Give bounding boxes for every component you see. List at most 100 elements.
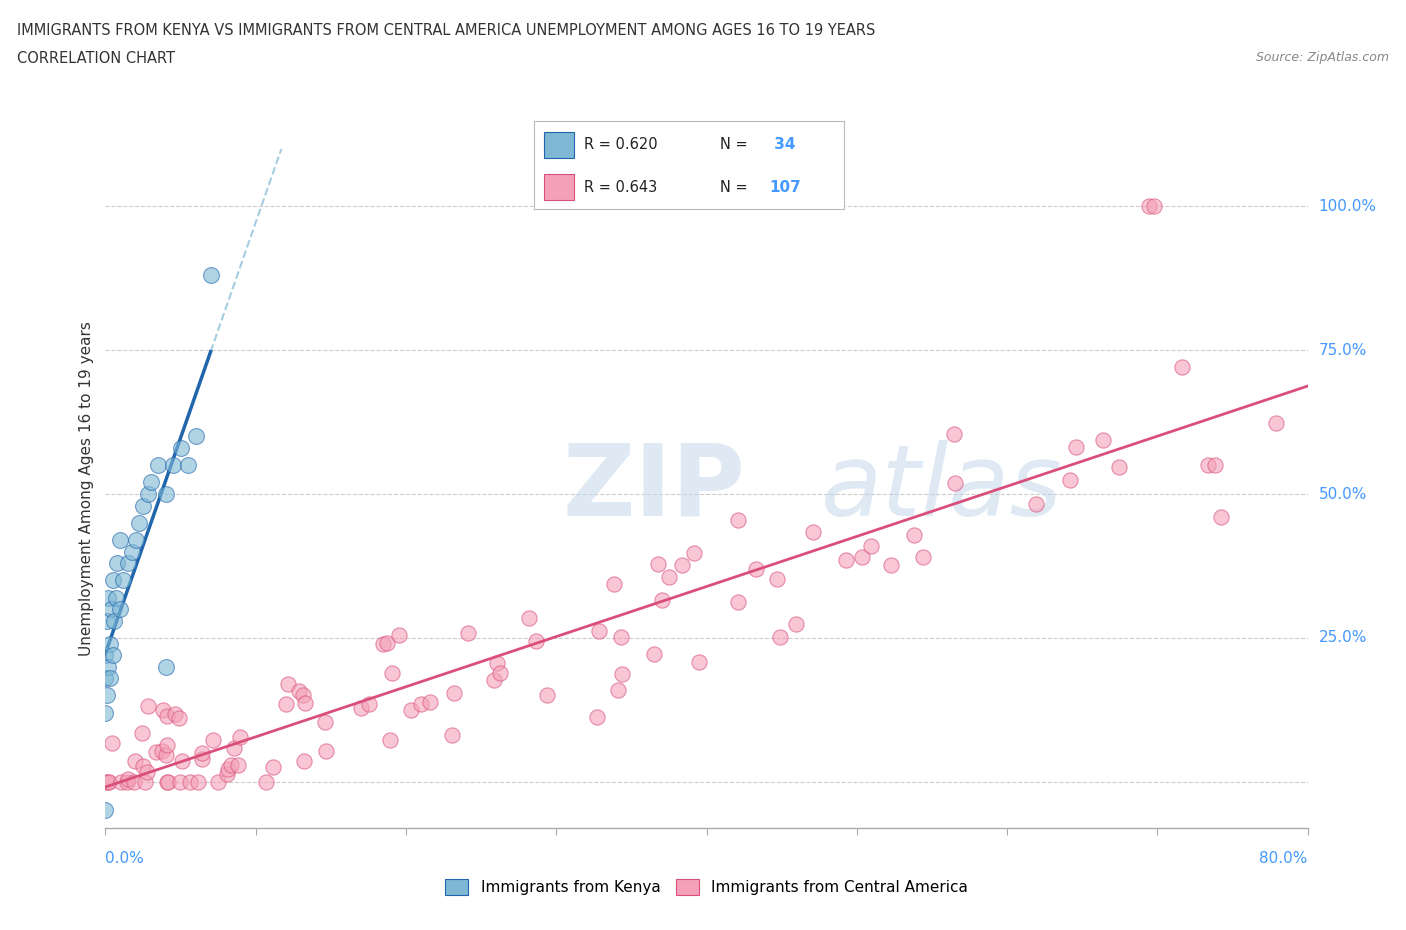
Y-axis label: Unemployment Among Ages 16 to 19 years: Unemployment Among Ages 16 to 19 years	[79, 321, 94, 656]
Text: 75.0%: 75.0%	[1319, 342, 1367, 358]
Point	[98, 671, 121, 685]
Point	[643, 646, 665, 661]
Point	[381, 666, 404, 681]
Point	[155, 748, 177, 763]
Point	[94, 647, 117, 662]
Point	[603, 577, 626, 591]
Point	[911, 550, 934, 565]
Point	[851, 549, 873, 564]
Point	[651, 592, 673, 607]
Point	[156, 709, 179, 724]
Point	[1265, 415, 1288, 430]
Point	[136, 764, 159, 779]
Point	[517, 611, 540, 626]
Point	[94, 775, 117, 790]
Point	[156, 775, 179, 790]
Point	[443, 685, 465, 700]
Point	[155, 737, 177, 752]
Point	[179, 775, 201, 790]
Point	[440, 727, 463, 742]
Point	[586, 710, 609, 724]
Point	[131, 725, 153, 740]
Point	[107, 555, 129, 570]
Point	[121, 544, 143, 559]
Point	[200, 268, 222, 283]
Point	[131, 758, 153, 773]
Point	[262, 760, 284, 775]
Point	[880, 558, 903, 573]
Point	[1066, 439, 1088, 454]
Point	[489, 666, 512, 681]
Text: 25.0%: 25.0%	[1319, 631, 1367, 645]
Point	[136, 699, 159, 714]
Point	[1198, 458, 1220, 472]
Point	[785, 617, 807, 631]
Point	[94, 705, 117, 720]
Point	[222, 740, 245, 755]
Point	[98, 636, 121, 651]
Point	[658, 570, 681, 585]
Text: R = 0.620: R = 0.620	[583, 138, 658, 153]
Point	[117, 772, 139, 787]
Point	[170, 753, 193, 768]
Point	[903, 528, 925, 543]
Point	[167, 711, 190, 725]
Point	[315, 743, 337, 758]
Legend: Immigrants from Kenya, Immigrants from Central America: Immigrants from Kenya, Immigrants from C…	[439, 873, 974, 901]
Point	[744, 562, 766, 577]
Point	[419, 695, 441, 710]
Point	[215, 766, 238, 781]
Point	[291, 687, 314, 702]
Point	[350, 701, 373, 716]
Point	[1025, 497, 1047, 512]
Point	[152, 703, 174, 718]
Point	[486, 655, 509, 670]
Point	[226, 757, 249, 772]
Point	[117, 555, 139, 570]
Point	[524, 634, 547, 649]
Point	[274, 697, 297, 711]
Point	[184, 429, 207, 444]
Point	[97, 775, 120, 790]
Point	[110, 602, 132, 617]
Point	[101, 573, 124, 588]
Text: N =: N =	[720, 138, 748, 153]
Text: ZIP: ZIP	[562, 440, 745, 537]
Point	[101, 647, 124, 662]
Point	[112, 573, 135, 588]
Text: 80.0%: 80.0%	[1260, 851, 1308, 866]
Text: 34: 34	[769, 138, 796, 153]
Point	[191, 746, 214, 761]
Point	[96, 613, 118, 628]
Point	[1171, 360, 1194, 375]
Point	[1209, 510, 1232, 525]
Point	[943, 475, 966, 490]
Point	[1204, 458, 1226, 472]
Point	[536, 688, 558, 703]
Point	[219, 758, 242, 773]
Text: 100.0%: 100.0%	[1319, 199, 1376, 214]
Point	[1108, 459, 1130, 474]
Point	[683, 545, 706, 560]
Point	[139, 475, 162, 490]
Point	[124, 754, 146, 769]
Point	[588, 624, 610, 639]
Point	[150, 743, 173, 758]
Point	[117, 775, 139, 790]
Point	[1092, 432, 1115, 447]
Point	[177, 458, 200, 472]
Text: Source: ZipAtlas.com: Source: ZipAtlas.com	[1256, 51, 1389, 64]
Point	[191, 751, 214, 766]
Text: 50.0%: 50.0%	[1319, 486, 1367, 501]
Point	[727, 512, 749, 527]
Text: CORRELATION CHART: CORRELATION CHART	[17, 51, 174, 66]
Point	[104, 591, 127, 605]
Point	[145, 745, 167, 760]
Text: IMMIGRANTS FROM KENYA VS IMMIGRANTS FROM CENTRAL AMERICA UNEMPLOYMENT AMONG AGES: IMMIGRANTS FROM KENYA VS IMMIGRANTS FROM…	[17, 23, 876, 38]
Point	[375, 635, 398, 650]
Point	[124, 533, 146, 548]
Point	[769, 630, 792, 644]
Point	[134, 775, 156, 790]
Point	[155, 659, 177, 674]
Point	[688, 655, 710, 670]
